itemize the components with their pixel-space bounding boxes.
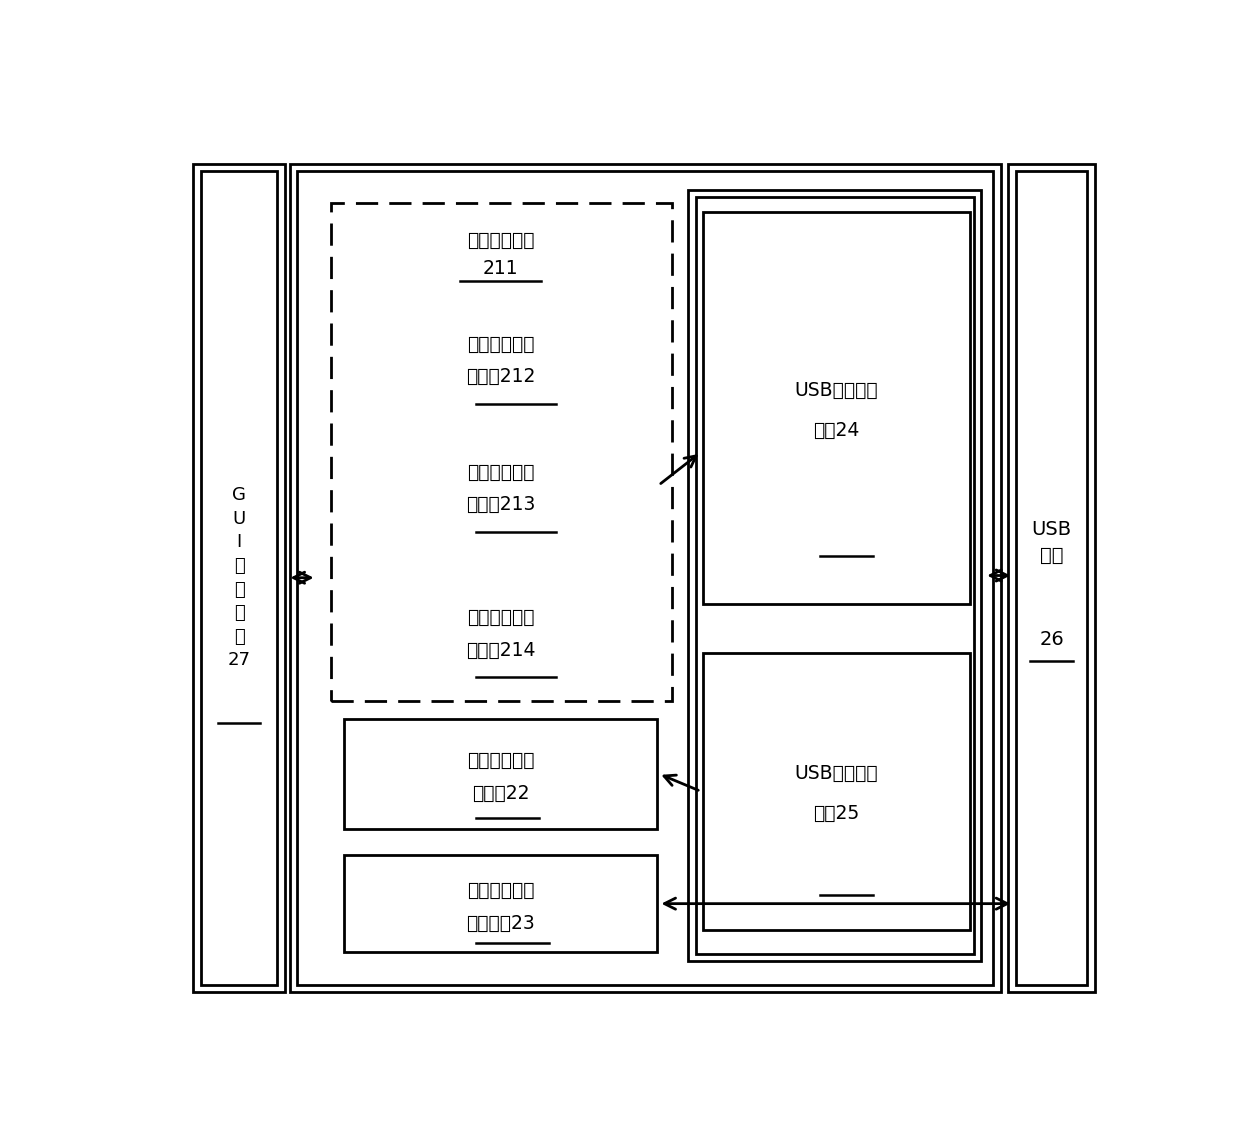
Text: 可编程晶振控: 可编程晶振控: [466, 607, 534, 627]
Text: G
U
I
显
示
模
块
27: G U I 显 示 模 块 27: [228, 486, 250, 669]
Text: USB数据组帧: USB数据组帧: [795, 381, 878, 400]
Bar: [290, 164, 1001, 992]
Text: 流速控制模块: 流速控制模块: [466, 231, 534, 251]
Bar: [703, 652, 970, 930]
Bar: [688, 190, 982, 961]
Text: 模块24: 模块24: [813, 421, 859, 439]
Bar: [331, 204, 672, 701]
Bar: [696, 197, 973, 954]
Bar: [298, 170, 993, 985]
Text: 算模块22: 算模块22: [471, 784, 529, 803]
Bar: [1008, 164, 1095, 992]
Bar: [193, 164, 285, 992]
Text: 速率误码率计: 速率误码率计: [466, 750, 534, 770]
Text: 模块25: 模块25: [813, 804, 859, 823]
Text: 随机数种子生: 随机数种子生: [466, 335, 534, 353]
Text: 数据流流向定: 数据流流向定: [466, 462, 534, 482]
Text: 数据流协议重: 数据流协议重: [466, 881, 534, 900]
Text: USB数据解帧: USB数据解帧: [795, 764, 878, 784]
Bar: [345, 428, 657, 542]
Bar: [201, 170, 277, 985]
Text: 211: 211: [482, 260, 518, 278]
Bar: [345, 212, 657, 287]
Text: 26: 26: [1039, 630, 1064, 649]
Bar: [703, 212, 970, 604]
Text: 制模块214: 制模块214: [466, 641, 536, 659]
Bar: [345, 718, 657, 828]
Text: USB
驱动: USB 驱动: [1032, 519, 1071, 565]
Text: 义模块213: 义模块213: [466, 495, 536, 514]
Bar: [345, 573, 657, 688]
Bar: [345, 300, 657, 415]
Text: 成模块212: 成模块212: [466, 367, 536, 387]
Bar: [1016, 170, 1087, 985]
Text: 定义模块23: 定义模块23: [466, 914, 534, 932]
Bar: [345, 856, 657, 952]
